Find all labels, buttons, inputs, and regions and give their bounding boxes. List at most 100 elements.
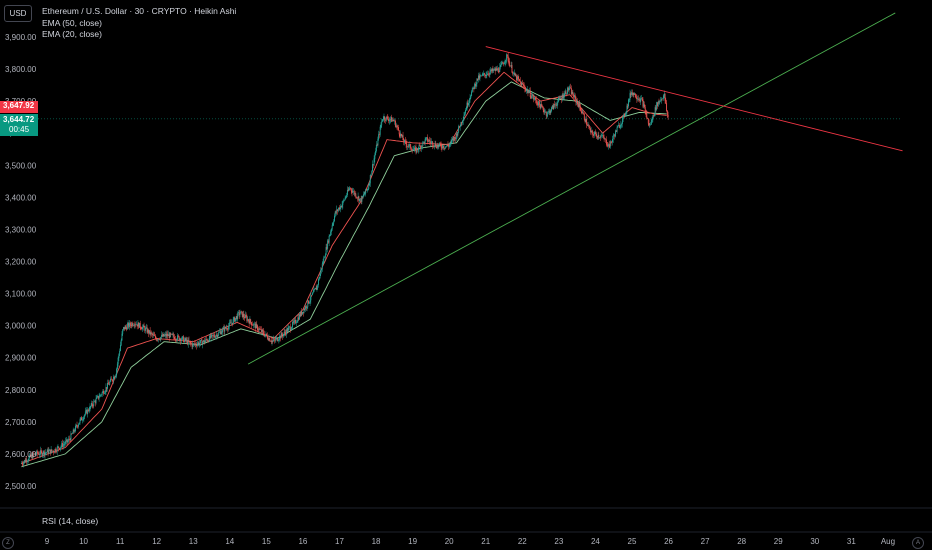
candle-body	[156, 339, 158, 341]
candle-body	[478, 75, 480, 79]
candle-body	[338, 207, 340, 210]
candle-body	[430, 141, 432, 143]
candle-body	[577, 103, 579, 107]
candle-body	[189, 341, 191, 343]
x-tick-label: 17	[335, 537, 344, 546]
candle-body	[334, 211, 336, 217]
candle-body	[159, 339, 161, 340]
candle-body	[461, 122, 463, 123]
candle-body	[287, 327, 289, 332]
candle-body	[394, 120, 396, 127]
candle-body	[414, 147, 416, 149]
x-tick-label: 21	[481, 537, 490, 546]
candle-body	[629, 93, 631, 100]
candle-body	[206, 339, 208, 342]
candle-body	[160, 336, 162, 340]
candle-body	[245, 315, 247, 317]
candle-body	[606, 144, 608, 146]
candle-body	[44, 452, 46, 456]
symbol-title[interactable]: Ethereum / U.S. Dollar · 30 · CRYPTO · H…	[42, 6, 237, 16]
auto-scale-button[interactable]: A	[912, 537, 924, 549]
candle-body	[111, 379, 113, 381]
candle-body	[161, 334, 163, 338]
candle-body	[30, 454, 31, 457]
ema-50-legend[interactable]: EMA (50, close)	[42, 17, 102, 28]
candle-body	[355, 193, 357, 198]
y-tick-label: 2,700.00	[5, 418, 37, 427]
ema-20-legend[interactable]: EMA (20, close)	[42, 29, 102, 39]
candle-body	[226, 328, 228, 330]
candle-body	[507, 55, 509, 62]
time-axis[interactable]: 9 10 11 12 13 14 15 16 17 18 19 20 21 22 23 24 25 26 27 28 2…	[45, 537, 895, 546]
candle-body	[657, 101, 659, 107]
candle-body	[39, 450, 41, 455]
candle-body	[147, 329, 149, 333]
candle-body	[666, 110, 668, 116]
candle-body	[96, 396, 98, 399]
candle-body	[367, 189, 369, 190]
candle-body	[359, 198, 361, 201]
candle-body	[272, 340, 274, 342]
candle-body	[471, 91, 473, 96]
candle-body	[467, 102, 469, 106]
candle-body	[26, 459, 28, 463]
candle-body	[591, 130, 593, 132]
candle-body	[60, 446, 62, 448]
candle-body	[564, 93, 565, 97]
support-trendline[interactable]	[247, 12, 896, 365]
candle-body	[569, 87, 571, 89]
x-tick-label: 12	[152, 537, 161, 546]
candle-body	[251, 324, 253, 326]
candle-body	[643, 104, 645, 107]
candle-body	[66, 439, 68, 443]
candle-body	[94, 401, 96, 403]
candle-body	[230, 322, 232, 324]
candle-body	[250, 322, 252, 326]
candle-body	[474, 83, 476, 87]
candle-body	[665, 100, 667, 104]
candle-body	[592, 131, 594, 135]
candle-body	[480, 75, 482, 77]
candle-body	[316, 286, 318, 290]
candle-body	[307, 300, 309, 307]
candle-body	[575, 97, 577, 103]
candle-body	[523, 85, 525, 87]
candle-body	[273, 339, 274, 342]
x-tick-label: 23	[554, 537, 563, 546]
trendlines[interactable]	[247, 12, 903, 365]
candle-body	[557, 101, 559, 106]
candle-body	[350, 188, 351, 189]
candle-body	[212, 335, 214, 336]
candle-body	[441, 147, 443, 149]
candle-body	[619, 126, 621, 128]
x-tick-label: 13	[189, 537, 198, 546]
candle-body	[586, 124, 588, 126]
candle-body	[286, 329, 288, 332]
timezone-button[interactable]: Z	[2, 537, 14, 549]
candle-body	[435, 143, 437, 147]
candle-body	[477, 75, 479, 80]
candle-body	[79, 419, 81, 423]
candle-body	[136, 324, 138, 327]
candle-body	[485, 75, 487, 76]
candle-body	[175, 339, 177, 341]
candle-body	[244, 316, 246, 319]
candle-body	[193, 343, 195, 345]
candle-body	[663, 95, 664, 99]
resistance-trendline[interactable]	[485, 46, 903, 152]
candle-body	[231, 322, 233, 324]
candle-body	[532, 95, 534, 99]
candle-body	[57, 446, 59, 448]
candle-body	[144, 327, 146, 331]
candle-body	[58, 446, 60, 449]
candle-body	[639, 99, 641, 102]
currency-button[interactable]: USD	[4, 5, 32, 22]
candle-body	[429, 141, 431, 143]
candle-body	[621, 123, 623, 125]
candle-body	[470, 95, 472, 98]
rsi-legend[interactable]: RSI (14, close)	[42, 516, 99, 526]
candle-body	[506, 54, 508, 56]
candle-body	[302, 311, 303, 315]
candle-body	[154, 335, 156, 337]
